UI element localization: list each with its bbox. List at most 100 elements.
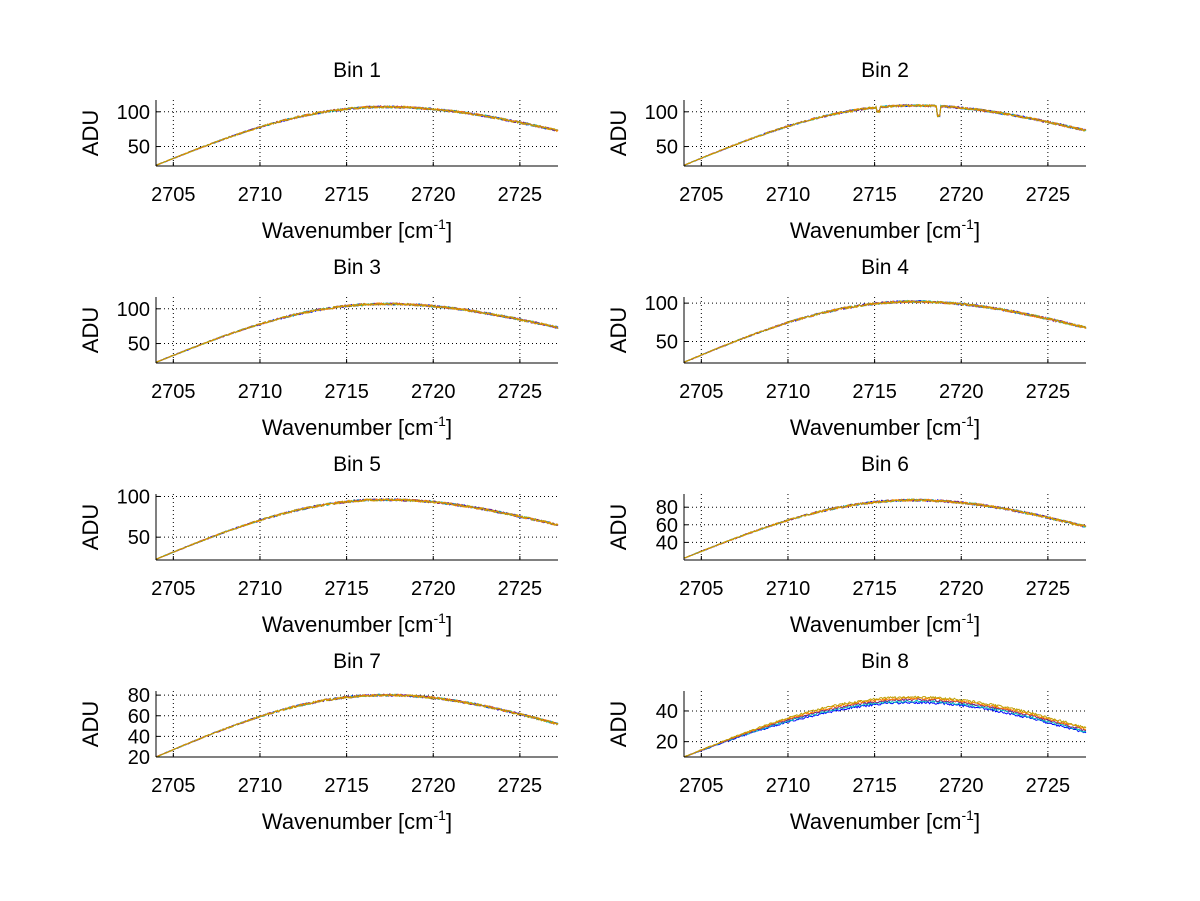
series-line-5 (683, 695, 1087, 758)
subplot-title: Bin 7 (333, 650, 381, 673)
x-axis-label: Wavenumber [cm-1] (262, 610, 452, 637)
y-tick-label: 40 (128, 726, 150, 748)
x-tick-label: 2725 (498, 381, 543, 403)
series-line-5 (683, 103, 1087, 167)
series-line-3 (155, 497, 559, 560)
y-tick-label: 50 (128, 527, 150, 549)
subplot-2: 2705 2710 2715 2720 2725 50 100 Bin 2 ADU Wavenum… (606, 59, 1087, 243)
y-axis-label: ADU (78, 701, 103, 747)
x-tick-label: 2720 (411, 775, 456, 797)
y-tick-label: 50 (128, 137, 150, 159)
x-tick-label: 2715 (324, 184, 369, 206)
x-tick-label: 2720 (411, 381, 456, 403)
x-tick-label: 2720 (411, 184, 456, 206)
series-line-5 (155, 302, 559, 363)
x-tick-label: 2725 (1026, 381, 1071, 403)
x-tick-label: 2705 (679, 578, 724, 600)
y-tick-label: 20 (656, 732, 678, 754)
x-tick-label: 2725 (498, 578, 543, 600)
y-axis-label: ADU (606, 307, 631, 353)
x-tick-label: 2710 (766, 381, 811, 403)
x-axis-label: Wavenumber [cm-1] (790, 807, 980, 834)
series-line-3 (683, 103, 1087, 167)
x-tick-label: 2725 (498, 184, 543, 206)
subplot-5: 2705 2710 2715 2720 2725 50 100 Bin 5 ADU Wavenum… (78, 453, 559, 637)
y-tick-label: 100 (117, 102, 150, 124)
subplot-title: Bin 3 (333, 256, 381, 279)
x-tick-label: 2715 (324, 578, 369, 600)
x-tick-label: 2710 (766, 578, 811, 600)
y-tick-label: 80 (128, 685, 150, 707)
x-tick-label: 2720 (939, 775, 984, 797)
subplot-title: Bin 5 (333, 453, 381, 476)
subplot-title: Bin 6 (861, 453, 909, 476)
y-axis-label: ADU (606, 701, 631, 747)
y-tick-label: 100 (645, 293, 678, 315)
x-tick-label: 2720 (939, 578, 984, 600)
x-tick-label: 2705 (151, 184, 196, 206)
x-tick-label: 2715 (324, 381, 369, 403)
y-tick-label: 50 (128, 334, 150, 356)
x-tick-label: 2705 (151, 578, 196, 600)
x-tick-label: 2710 (766, 184, 811, 206)
x-tick-label: 2725 (1026, 578, 1071, 600)
x-tick-label: 2710 (238, 578, 283, 600)
x-axis-label: Wavenumber [cm-1] (262, 413, 452, 440)
x-axis-label: Wavenumber [cm-1] (790, 610, 980, 637)
x-tick-label: 2705 (151, 775, 196, 797)
x-tick-label: 2710 (238, 381, 283, 403)
y-tick-label: 50 (656, 137, 678, 159)
y-tick-label: 60 (128, 706, 150, 728)
x-tick-label: 2715 (324, 775, 369, 797)
x-tick-label: 2725 (1026, 184, 1071, 206)
x-tick-label: 2720 (939, 184, 984, 206)
y-axis-label: ADU (78, 504, 103, 550)
subplot-title: Bin 8 (861, 650, 909, 673)
x-tick-label: 2715 (852, 381, 897, 403)
series-line-5 (155, 498, 559, 560)
y-tick-label: 50 (656, 332, 678, 354)
x-tick-label: 2715 (852, 775, 897, 797)
subplot-1: 2705 2710 2715 2720 2725 50 100 Bin 1 ADU Wavenum… (78, 59, 559, 243)
x-tick-label: 2710 (766, 775, 811, 797)
x-tick-label: 2720 (411, 578, 456, 600)
y-tick-label: 100 (117, 299, 150, 321)
subplot-3: 2705 2710 2715 2720 2725 50 100 Bin 3 ADU Wavenum… (78, 256, 559, 440)
x-tick-label: 2705 (151, 381, 196, 403)
x-tick-label: 2710 (238, 775, 283, 797)
x-tick-label: 2715 (852, 578, 897, 600)
x-tick-label: 2715 (852, 184, 897, 206)
x-tick-label: 2725 (498, 775, 543, 797)
series-line-5 (683, 498, 1087, 559)
x-tick-label: 2710 (238, 184, 283, 206)
y-tick-label: 60 (656, 515, 678, 537)
x-axis-label: Wavenumber [cm-1] (262, 216, 452, 243)
series-line-3 (683, 698, 1087, 758)
x-axis-label: Wavenumber [cm-1] (262, 807, 452, 834)
x-tick-label: 2725 (1026, 775, 1071, 797)
y-tick-label: 80 (656, 497, 678, 519)
y-tick-label: 40 (656, 532, 678, 554)
x-tick-label: 2705 (679, 184, 724, 206)
x-tick-label: 2720 (939, 381, 984, 403)
y-tick-label: 100 (645, 102, 678, 124)
y-axis-label: ADU (606, 504, 631, 550)
y-axis-label: ADU (606, 110, 631, 156)
x-axis-label: Wavenumber [cm-1] (790, 216, 980, 243)
x-tick-label: 2705 (679, 775, 724, 797)
series-line-5 (155, 693, 559, 758)
series-line-5 (683, 299, 1087, 363)
subplot-title: Bin 2 (861, 59, 909, 82)
series-line-5 (155, 105, 559, 166)
y-axis-label: ADU (78, 110, 103, 156)
subplot-8: 2705 2710 2715 2720 2725 20 40 Bin 8 ADU Wavenumb… (606, 650, 1087, 834)
x-tick-label: 2705 (679, 381, 724, 403)
subplot-title: Bin 4 (861, 256, 909, 279)
y-axis-label: ADU (78, 307, 103, 353)
y-tick-label: 100 (117, 486, 150, 508)
x-axis-label: Wavenumber [cm-1] (790, 413, 980, 440)
